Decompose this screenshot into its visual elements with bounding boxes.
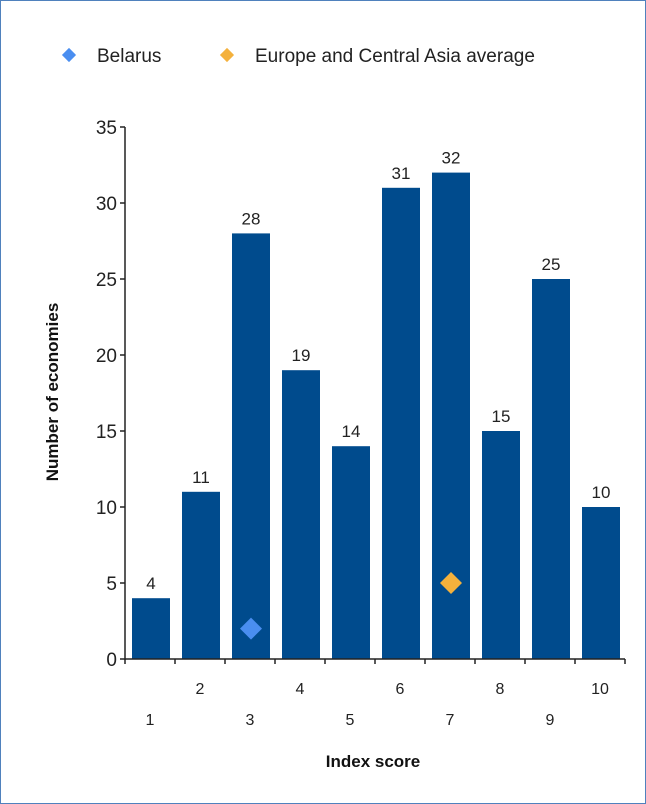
legend-item-belarus: Belarus bbox=[61, 46, 161, 67]
data-label-8: 15 bbox=[492, 407, 511, 426]
x-tick-label-3: 3 bbox=[246, 712, 255, 729]
bar-1 bbox=[132, 598, 170, 659]
y-tick-label-25: 25 bbox=[96, 270, 117, 291]
x-tick-label-5: 5 bbox=[346, 712, 355, 729]
data-label-4: 19 bbox=[292, 346, 311, 365]
legend-label-belarus: Belarus bbox=[97, 46, 161, 67]
x-axis-title: Index score bbox=[326, 752, 421, 771]
bar-5 bbox=[332, 446, 370, 659]
y-tick-label-15: 15 bbox=[96, 422, 117, 443]
bar-3 bbox=[232, 233, 270, 659]
data-label-1: 4 bbox=[146, 574, 155, 593]
data-label-5: 14 bbox=[342, 422, 361, 441]
y-tick-label-35: 35 bbox=[96, 118, 117, 139]
data-label-2: 11 bbox=[192, 468, 210, 487]
legend: Belarus Europe and Central Asia average bbox=[61, 46, 535, 67]
bar-8 bbox=[482, 431, 520, 659]
y-tick-label-0: 0 bbox=[106, 650, 117, 671]
bar-2 bbox=[182, 491, 220, 659]
data-label-6: 31 bbox=[392, 164, 411, 183]
x-tick-label-10: 10 bbox=[591, 681, 609, 698]
x-tick-label-7: 7 bbox=[446, 712, 455, 729]
x-tick-label-9: 9 bbox=[546, 712, 555, 729]
data-label-10: 10 bbox=[592, 483, 611, 502]
y-tick-label-10: 10 bbox=[96, 498, 117, 519]
bar-6 bbox=[382, 187, 420, 660]
bar-10 bbox=[582, 507, 620, 659]
bar-9 bbox=[532, 279, 570, 659]
x-tick-label-6: 6 bbox=[396, 681, 405, 698]
x-tick-label-1: 1 bbox=[146, 712, 155, 729]
marker-eca-average bbox=[440, 572, 462, 594]
y-axis-title: Number of economies bbox=[43, 303, 62, 482]
bar-4 bbox=[282, 370, 320, 659]
x-tick-label-2: 2 bbox=[196, 681, 205, 698]
x-tick-label-8: 8 bbox=[496, 681, 505, 698]
marker-belarus bbox=[240, 617, 262, 640]
data-label-7: 32 bbox=[442, 149, 461, 168]
legend-marker-belarus bbox=[61, 47, 77, 63]
y-tick-label-30: 30 bbox=[96, 194, 117, 215]
legend-marker-eca-average bbox=[219, 47, 235, 63]
y-tick-label-20: 20 bbox=[96, 346, 117, 367]
data-label-9: 25 bbox=[542, 255, 561, 274]
data-label-3: 28 bbox=[242, 209, 261, 228]
legend-label-eca-average: Europe and Central Asia average bbox=[255, 46, 535, 67]
y-tick-label-5: 5 bbox=[106, 574, 117, 595]
plot-area: 4 11 28 19 14 31 32 15 25 10 0 5 10 15 20 25 30 35 1 2 3 4 5 6 7… bbox=[96, 118, 626, 729]
legend-item-eca-average: Europe and Central Asia average bbox=[219, 46, 535, 67]
x-tick-label-4: 4 bbox=[296, 681, 305, 698]
